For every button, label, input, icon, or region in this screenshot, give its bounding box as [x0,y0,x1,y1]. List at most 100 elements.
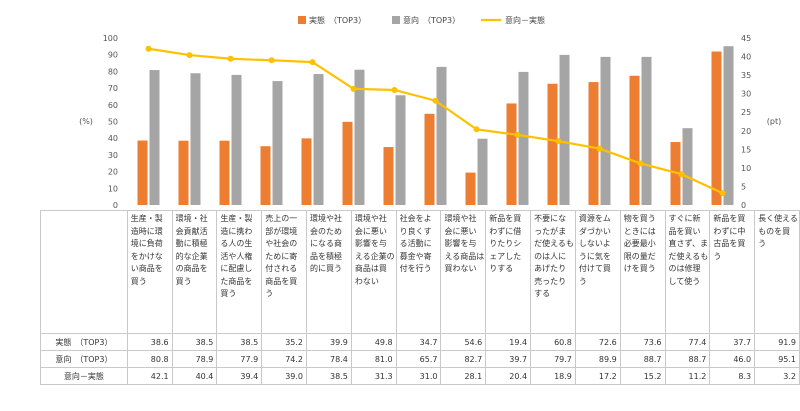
category-label: 新品を買わずに中古品を買う [709,210,756,334]
bar-intent [436,66,447,206]
table-cell: 19.4 [485,333,532,351]
table-cell: 60.8 [530,333,576,351]
combo-chart: 実態 （TOP3） 意向 （TOP3） 意向－実態 (%) (pt) 0 10 20 30… [79,15,781,210]
bar-intent [600,56,611,205]
table-cell: 38.5 [306,367,352,385]
gap-point [473,126,480,133]
y2-tick-label: 30 [741,90,751,99]
bar-intent [723,46,734,205]
y2-tick-label: 45 [741,34,751,43]
table-cell: 20.4 [485,367,532,385]
table-cell: 72.6 [574,333,621,351]
y-tick-label: 80 [108,67,118,76]
bar-actual [342,121,353,205]
table-cell: 34.7 [395,333,442,351]
table-cell: 77.9 [216,350,263,368]
bar-actual [178,140,189,205]
bar-actual [424,113,435,205]
bar-actual [629,75,640,205]
table-cell: 38.5 [171,333,218,351]
table-cell: 38.6 [126,333,173,351]
category-row: 生産・製造時に環境に負荷をかけない商品を買う 環境・社会貢献活動に積極的な企業の商… [40,210,800,334]
y2-tick-label: 5 [741,182,746,191]
category-label: 社会をより良くする活動に募金や寄付を行う [395,210,442,334]
bar-intent [231,74,242,205]
y-tick-label: 70 [108,84,118,93]
bar-actual [383,147,394,205]
category-label: 環境や社会のためになる商品を積極的に買う [306,210,352,334]
bar-actual [506,103,517,205]
table-cell: 95.1 [754,350,800,368]
category-label: 生産・製造時に環境に負荷をかけない商品を買う [126,210,173,334]
table-cell: 18.9 [530,367,576,385]
gap-point [145,45,152,52]
table-cell: 81.0 [350,350,397,368]
table-cell: 78.4 [306,350,352,368]
table-cell: 39.9 [306,333,352,351]
category-label: 環境や社会に悪い影響を与える商品は買わない [440,210,487,334]
table-cell: 46.0 [709,350,756,368]
table-cell: 15.2 [619,367,666,385]
bar-intent [149,70,160,206]
y-tick-label: 90 [108,51,118,60]
y2-tick-label: 25 [741,108,751,117]
table-cell: 17.2 [574,367,621,385]
gap-point [596,145,603,152]
table-cell: 39.0 [261,367,308,385]
category-label: 物を買うときには必要最小限の量だけを買う [619,210,666,334]
table-cell: 82.7 [440,350,487,368]
table-cell: 88.7 [664,350,711,368]
category-label: すぐに新品を買い直さず、まだ使えるものは修理して使う [664,210,711,334]
legend: 実態 （TOP3） 意向 （TOP3） 意向－実態 [298,15,545,25]
bar-intent [559,54,570,205]
legend-label: 意向 （TOP3） [403,15,460,25]
y2-tick-label: 10 [741,164,751,173]
table-cell: 8.3 [709,367,756,385]
y2-tick-label: 20 [741,127,751,136]
row-label-gap: 意向－実態 [40,367,128,385]
y2-axis-label: (pt) [767,117,781,126]
y-tick-label: 30 [108,151,118,160]
bar-actual [547,83,558,205]
gap-point [514,131,521,138]
y-tick-label: 0 [113,201,118,210]
gap-point [186,52,193,59]
table-cell: 40.4 [171,367,218,385]
bar-actual [588,82,599,205]
y-tick-label: 50 [108,118,118,127]
table-row-actual: 実態 （TOP3） 38.6 38.5 38.5 35.2 39.9 49.8 34.7 54… [40,333,800,351]
table-cell: 37.7 [709,333,756,351]
y-tick-label: 10 [108,184,118,193]
table-cell: 11.2 [664,367,711,385]
gap-point [719,190,726,197]
category-label: 資源をムダづかいしないように気を付けて買う [574,210,621,334]
table-corner [40,210,128,334]
table-cell: 35.2 [261,333,308,351]
table-cell: 31.0 [395,367,442,385]
row-label-intent: 意向 （TOP3） [40,350,128,368]
legend-label: 実態 （TOP3） [309,15,366,25]
table-cell: 31.3 [350,367,397,385]
y2-tick-label: 0 [741,201,746,210]
y-tick-label: 40 [108,134,118,143]
bar-intent [641,56,652,205]
legend-swatch [298,16,306,24]
table-cell: 39.7 [485,350,532,368]
table-cell: 89.9 [574,350,621,368]
table-cell: 38.5 [216,333,263,351]
bar-intent [190,73,201,205]
bar-actual [301,138,312,205]
category-label: 新品を買わずに借りたりシェアしたりする [485,210,532,334]
data-table: 生産・製造時に環境に負荷をかけない商品を買う 環境・社会貢献活動に積極的な企業の商… [40,210,800,385]
bar-actual [465,172,476,205]
table-cell: 3.2 [754,367,800,385]
table-cell: 79.7 [530,350,576,368]
bar-actual [219,140,230,205]
gap-point [268,57,275,64]
bar-intent [682,128,693,205]
table-cell: 54.6 [440,333,487,351]
legend-swatch [392,16,400,24]
table-cell: 78.9 [171,350,218,368]
row-label-actual: 実態 （TOP3） [40,333,128,351]
bar-intent [395,95,406,205]
